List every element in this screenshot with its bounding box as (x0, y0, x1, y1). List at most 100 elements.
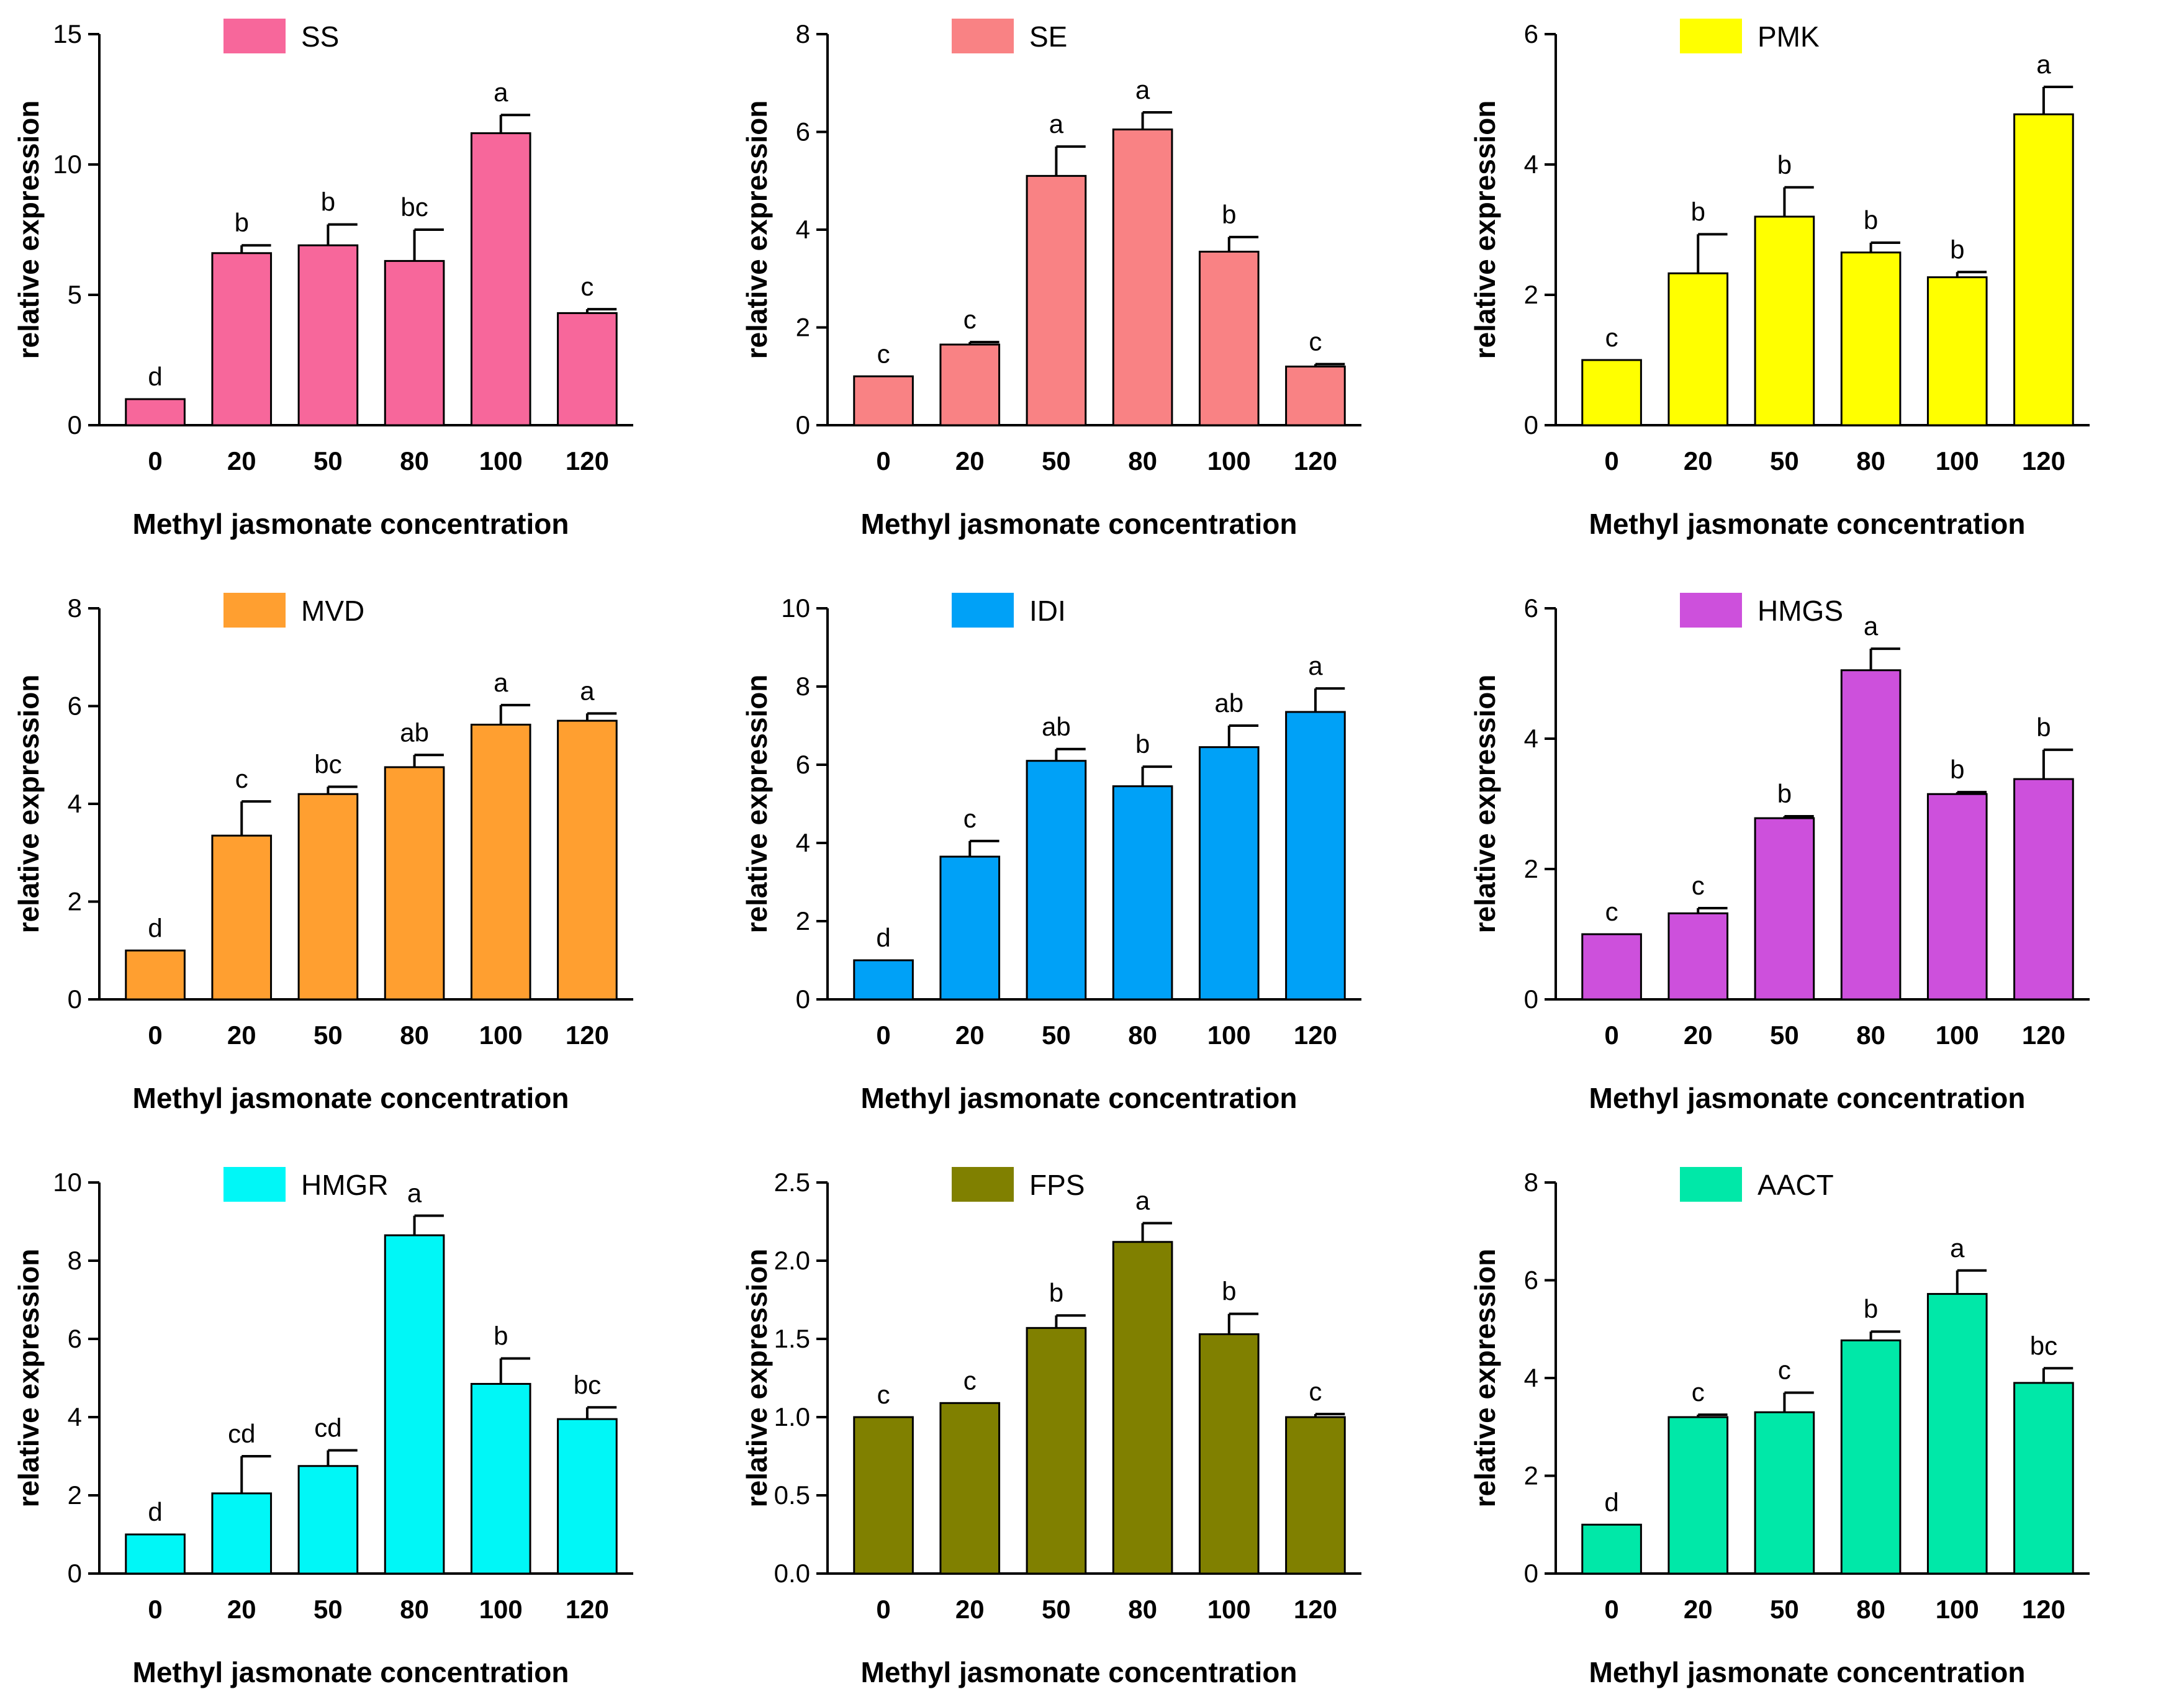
x-tick-label: 0 (148, 1020, 162, 1050)
x-tick-label: 20 (1684, 446, 1713, 475)
x-tick-label: 20 (1684, 1595, 1713, 1624)
bar-0 (853, 375, 914, 426)
y-tick-label: 8 (796, 19, 810, 48)
x-axis-label: Methyl jasmonate concentration (133, 1656, 569, 1688)
significance-label: d (148, 913, 162, 942)
x-tick-label: 80 (400, 446, 429, 475)
bar-80 (1840, 1339, 1902, 1575)
x-tick-label: 20 (227, 1595, 256, 1624)
y-tick-label: 0 (1524, 984, 1538, 1014)
legend-label: AACT (1758, 1169, 1834, 1201)
x-tick-label: 80 (1128, 1020, 1157, 1050)
y-tick-label: 0 (1524, 1559, 1538, 1588)
significance-label: ab (400, 718, 429, 747)
significance-label: b (1950, 235, 1964, 264)
bar-80 (384, 1234, 445, 1575)
significance-label: c (1309, 327, 1322, 356)
bar-0 (853, 1416, 914, 1575)
legend-label: HMGR (301, 1169, 389, 1201)
legend-swatch (223, 1167, 286, 1202)
bar-20 (211, 1492, 273, 1575)
significance-label: a (580, 676, 595, 705)
y-tick-label: 2 (1524, 854, 1538, 883)
y-tick-label: 5 (68, 280, 82, 309)
y-tick-label: 6 (68, 691, 82, 721)
chart-panel-ss: 0 5 10 15 relative expression d 0 b 20 b 50 bc 80 a 10… (0, 0, 728, 559)
x-tick-label: 120 (1294, 446, 1337, 475)
y-tick-label: 10 (53, 1168, 82, 1197)
bar-80 (1112, 1241, 1173, 1575)
bar-120 (2013, 1382, 2074, 1575)
significance-label: a (1135, 75, 1150, 104)
significance-label: d (148, 1497, 162, 1526)
bar-120 (557, 312, 618, 426)
significance-label: c (1692, 1377, 1705, 1407)
bar-100 (1926, 276, 1988, 426)
y-tick-label: 0 (68, 1559, 82, 1588)
y-tick-label: 0 (1524, 410, 1538, 439)
bar-50 (1754, 1411, 1815, 1575)
significance-label: b (1049, 1278, 1063, 1307)
bar-120 (1285, 1416, 1346, 1575)
y-tick-label: 1.5 (774, 1324, 810, 1353)
bar-50 (1026, 174, 1087, 426)
x-tick-label: 20 (955, 1020, 985, 1050)
bar-50 (1026, 1326, 1087, 1575)
x-tick-label: 50 (314, 1595, 343, 1624)
y-axis-label: relative expression (1469, 101, 1501, 359)
y-axis-label: relative expression (1469, 1249, 1501, 1508)
significance-label: bc (2030, 1331, 2057, 1360)
significance-label: a (494, 78, 508, 107)
x-axis-label: Methyl jasmonate concentration (133, 508, 569, 540)
significance-label: c (963, 1366, 977, 1395)
bar-50 (297, 244, 359, 426)
x-tick-label: 120 (2022, 1595, 2065, 1624)
significance-label: ab (1042, 712, 1071, 741)
significance-label: a (2036, 50, 2051, 79)
y-tick-label: 10 (781, 593, 810, 623)
y-tick-label: 4 (796, 828, 810, 857)
bar-50 (1026, 760, 1087, 1001)
x-tick-label: 50 (1770, 1595, 1799, 1624)
bar-120 (1285, 711, 1346, 1001)
x-tick-label: 20 (955, 1595, 985, 1624)
x-tick-label: 120 (566, 446, 609, 475)
significance-label: cd (314, 1413, 341, 1443)
bar-chart-hmgs: 0 2 4 6 relative expression c 0 c 20 b 50 a 80 b 100 b 1… (1469, 593, 2090, 1114)
x-tick-label: 100 (1936, 1595, 1979, 1624)
y-tick-label: 6 (1524, 1266, 1538, 1295)
bar-chart-fps: 0.0 0.5 1.0 1.5 2.0 2.5 relative expression c 0 c… (741, 1167, 1361, 1688)
significance-label: b (1222, 1277, 1236, 1306)
legend-label: PMK (1758, 20, 1820, 53)
legend-label: SS (301, 20, 339, 53)
x-tick-label: 80 (1128, 446, 1157, 475)
x-tick-label: 50 (314, 1020, 343, 1050)
y-tick-label: 4 (68, 1402, 82, 1431)
legend-swatch (223, 593, 286, 628)
x-tick-label: 50 (1042, 446, 1071, 475)
bar-80 (1112, 128, 1173, 426)
bar-chart-ss: 0 5 10 15 relative expression d 0 b 20 b 50 bc 80 a 10… (12, 19, 633, 540)
legend-label: IDI (1029, 595, 1066, 627)
x-axis-label: Methyl jasmonate concentration (133, 1082, 569, 1114)
bar-100 (470, 1382, 531, 1575)
significance-label: b (235, 208, 249, 237)
bar-100 (1198, 746, 1260, 1001)
legend-swatch (952, 1167, 1014, 1202)
significance-label: c (1778, 1356, 1791, 1385)
significance-label: c (1605, 323, 1618, 352)
y-tick-label: 4 (1524, 724, 1538, 753)
significance-label: c (1692, 871, 1705, 900)
chart-panel-fps: 0.0 0.5 1.0 1.5 2.0 2.5 relative expression c 0 c… (728, 1148, 1456, 1707)
y-tick-label: 1.0 (774, 1402, 810, 1431)
significance-label: c (877, 1380, 890, 1409)
chart-panel-idi: 0 2 4 6 8 10 relative expression d 0 c 20 ab 50 b 80 ab… (728, 574, 1456, 1133)
x-tick-label: 100 (1207, 446, 1251, 475)
chart-panel-se: 0 2 4 6 8 relative expression c 0 c 20 a 50 a 80 b 100 c… (728, 0, 1456, 559)
x-tick-label: 20 (227, 446, 256, 475)
x-tick-label: 120 (1294, 1595, 1337, 1624)
x-tick-label: 120 (566, 1020, 609, 1050)
y-tick-label: 0 (68, 984, 82, 1014)
significance-label: a (1950, 1233, 1965, 1263)
significance-label: b (1864, 1294, 1878, 1323)
